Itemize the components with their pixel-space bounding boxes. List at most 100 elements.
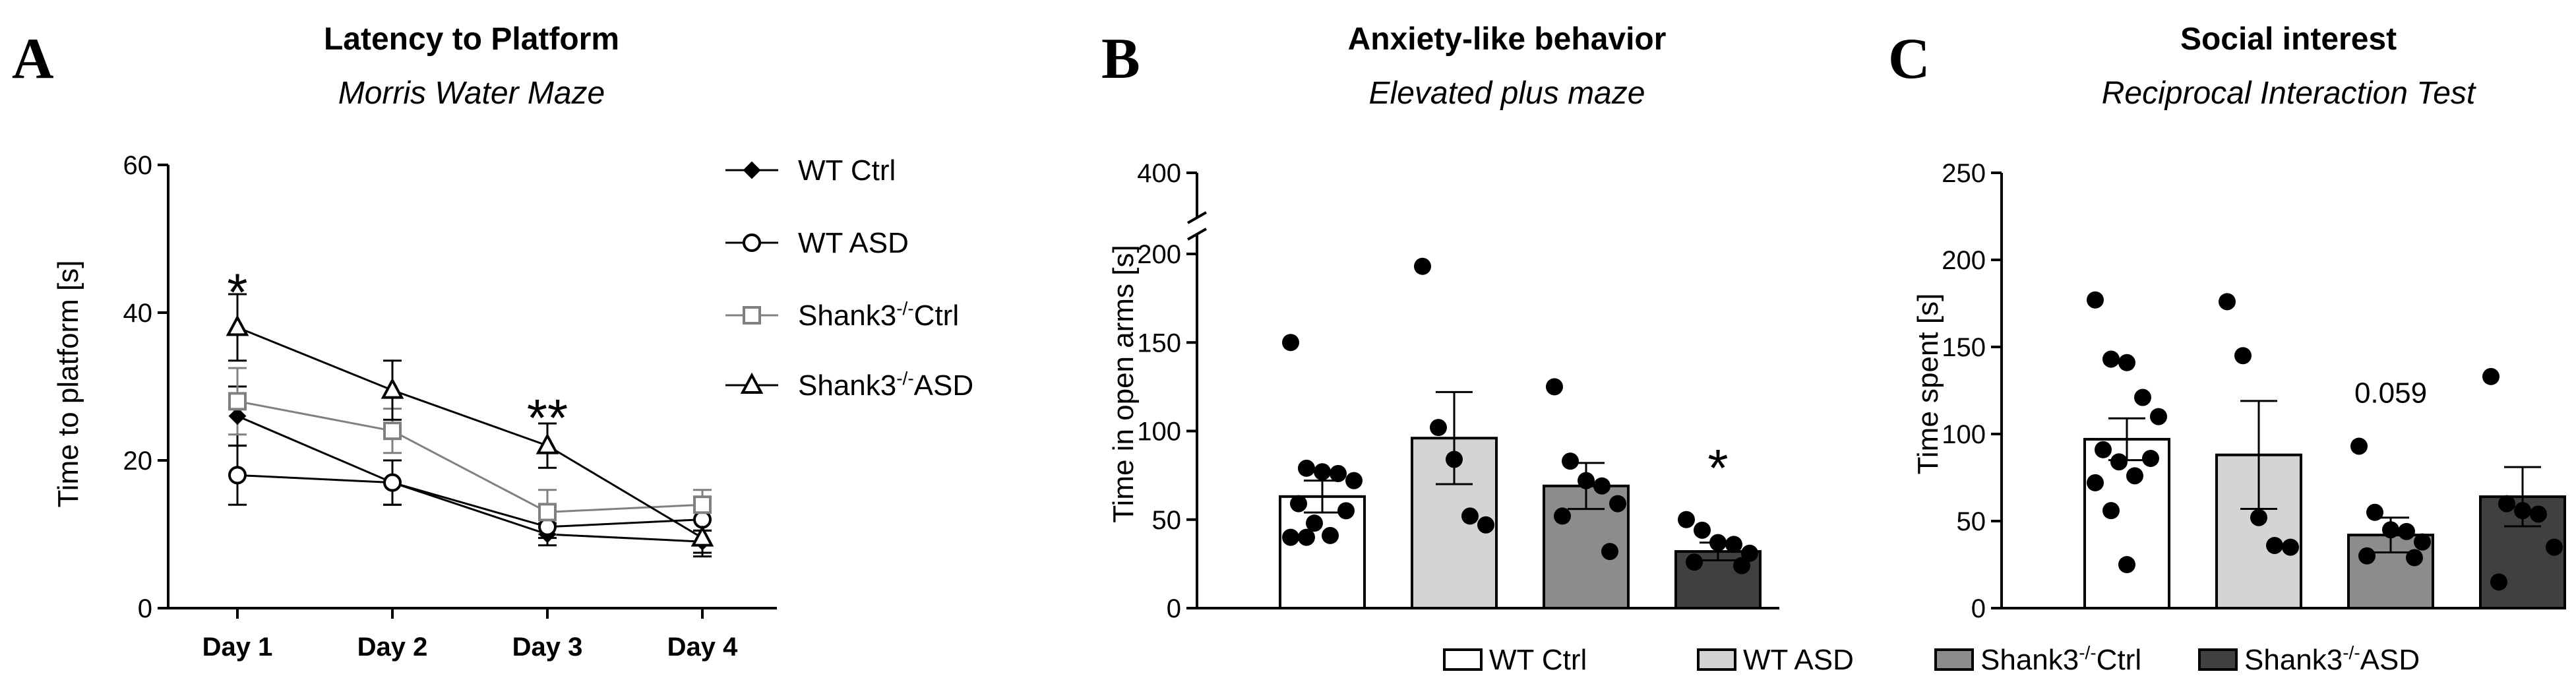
legend-label: Shank3-/-Ctrl xyxy=(1980,642,2141,676)
bar-shank3-ctrl-data-point xyxy=(2358,547,2376,565)
legend-label: Shank3-/-ASD xyxy=(2244,642,2420,676)
bar-shank3-asd-data-point xyxy=(1694,521,1711,539)
axis-break-mark xyxy=(1187,228,1207,241)
legend-marker xyxy=(740,372,764,394)
bar-wt-ctrl-data-point xyxy=(2126,467,2143,485)
bar-shank3-ctrl-data-point xyxy=(1593,477,1610,495)
bar-wt-ctrl-data-point xyxy=(1322,526,1339,544)
bar-wt-ctrl-data-point xyxy=(2095,441,2112,458)
panel-a-title: Latency to Platform xyxy=(324,22,619,57)
y-tick-label: 250 xyxy=(1942,159,1986,188)
bar-wt-ctrl-data-point xyxy=(2118,354,2135,371)
bar-shank3-ctrl-data-point xyxy=(2406,549,2423,567)
p-value-label: 0.059 xyxy=(2354,377,2427,409)
bar-wt-ctrl-data-point xyxy=(2087,291,2104,309)
series-shank3-asd-point xyxy=(381,377,404,399)
y-tick-label: 50 xyxy=(1957,507,1986,536)
series-wt-asd-point xyxy=(228,466,247,485)
bar-wt-ctrl-data-point xyxy=(2110,453,2128,471)
bar-shank3-asd-data-point xyxy=(1678,511,1695,528)
y-tick-label: 200 xyxy=(1137,240,1181,269)
legend-label: WT Ctrl xyxy=(798,154,896,187)
panel-b-subtitle: Elevated plus maze xyxy=(1369,76,1645,111)
x-tick-label: Day 1 xyxy=(202,633,273,662)
series-shank3-ctrl-line xyxy=(237,400,703,513)
series-shank3-ctrl-point xyxy=(693,495,712,514)
bar-shank3-ctrl-data-point xyxy=(2414,533,2431,551)
y-tick-label: 40 xyxy=(123,299,153,328)
bar-shank3-asd-data-point xyxy=(1686,553,1703,571)
shared-legend: WT Ctrl WT ASD Shank3-/-Ctrl Shank3-/-ASD xyxy=(1443,642,2420,676)
bar-wt-asd-data-point xyxy=(1461,507,1479,525)
legend-swatch-wt-asd xyxy=(1697,648,1736,671)
y-tick-label: 200 xyxy=(1942,246,1986,275)
significance-marker: ** xyxy=(527,389,568,447)
bar-wt-ctrl-data-point xyxy=(2087,474,2104,491)
bar-shank3-ctrl-data-point xyxy=(1578,472,1595,489)
legend-marker xyxy=(743,233,761,252)
bar-shank3-asd-data-point xyxy=(2530,505,2547,523)
bar-wt-ctrl-data-point xyxy=(1330,464,1347,482)
y-tick-label: 0 xyxy=(138,594,152,623)
series-shank3-ctrl-point xyxy=(538,503,557,522)
legend-label: WT ASD xyxy=(798,227,909,259)
bar-shank3-asd-data-point xyxy=(2514,502,2531,520)
bar-wt-ctrl-data-point xyxy=(1337,502,1355,520)
y-tick-label: 150 xyxy=(1137,328,1181,358)
panel-a-legend: WT Ctrl WT ASD Shank3-/-Ctrl Shank3-/-ASD xyxy=(725,154,973,402)
bar-wt-ctrl-data-point xyxy=(1306,514,1323,532)
series-shank3-ctrl-point xyxy=(228,392,247,411)
series-shank3-asd-point xyxy=(226,315,249,336)
bar-wt-ctrl-data-point xyxy=(2102,350,2120,368)
bar-shank3-asd-data-point xyxy=(1725,536,1742,553)
panel-label-a: A xyxy=(12,27,54,91)
bar-shank3-asd-data-point xyxy=(1733,557,1750,575)
series-shank3-asd-point xyxy=(536,433,559,454)
bar-wt-asd-data-point xyxy=(2219,293,2236,311)
y-tick-label: 20 xyxy=(123,447,153,476)
bar-shank3-asd-data-point xyxy=(2498,495,2515,513)
bar-shank3-ctrl-data-point xyxy=(2398,522,2415,540)
bar-wt-ctrl-data-point xyxy=(2118,556,2135,573)
bar-shank3-ctrl-data-point xyxy=(2366,503,2383,521)
bar-shank3-asd-data-point xyxy=(2482,367,2499,385)
bar-shank3-ctrl-data-point xyxy=(1609,495,1626,513)
bar-shank3-ctrl-data-point xyxy=(1562,452,1579,470)
y-tick-label: 100 xyxy=(1137,418,1181,447)
legend-swatch-shank3asd xyxy=(2198,648,2238,671)
series-wt-asd-line xyxy=(237,474,703,528)
panel-label-b: B xyxy=(1101,27,1140,91)
bar-wt-asd-data-point xyxy=(1477,516,1494,534)
panel-c-plot: 0 50 100 150 200 250 0.059 xyxy=(1942,159,2566,623)
bar-shank3-ctrl-data-point xyxy=(2382,521,2399,539)
bar-wt-asd-data-point xyxy=(2266,536,2283,554)
series-shank3-asd-line xyxy=(237,326,703,539)
panel-c-subtitle: Reciprocal Interaction Test xyxy=(2102,76,2476,111)
bar-wt-ctrl-data-point xyxy=(2134,389,2151,406)
bar-shank3-asd-data-point xyxy=(1741,544,1758,562)
series-shank3-ctrl-point xyxy=(383,421,402,441)
bar-wt-asd-data-point xyxy=(2234,347,2252,365)
bar-shank3-ctrl-data-point xyxy=(1601,543,1618,561)
bar-wt-asd-data-point xyxy=(1414,257,1431,275)
bar-wt-ctrl-data-point xyxy=(2150,408,2167,425)
y-tick-label: 0 xyxy=(1167,594,1181,623)
legend-swatch-shank3ctrl xyxy=(1934,648,1974,671)
legend-label: Shank3-/-ASD xyxy=(798,368,973,402)
panel-b-ylabel: Time in open arms [s] xyxy=(1107,245,1140,522)
bar-shank3-ctrl-data-point xyxy=(1546,378,1563,396)
panel-b-plot: 400 0 50 100 150 200 * xyxy=(1137,159,1779,623)
series-shank3-asd-point xyxy=(690,525,714,547)
x-tick-label: Day 2 xyxy=(357,633,428,662)
bar-shank3-ctrl-data-point xyxy=(1554,507,1571,525)
y-tick-label: 150 xyxy=(1942,333,1986,362)
panel-c-ylabel: Time spent [s] xyxy=(1912,294,1944,475)
bar-wt-ctrl-data-point xyxy=(1298,528,1315,546)
y-tick-label: 100 xyxy=(1942,420,1986,449)
bar-wt-asd-data-point xyxy=(1446,451,1463,468)
bar-wt-ctrl-data-point xyxy=(1314,463,1331,481)
legend-marker xyxy=(743,161,761,179)
legend-label: WT ASD xyxy=(1743,644,1854,676)
panel-label-c: C xyxy=(1888,27,1930,91)
y-tick-label: 400 xyxy=(1137,159,1181,188)
